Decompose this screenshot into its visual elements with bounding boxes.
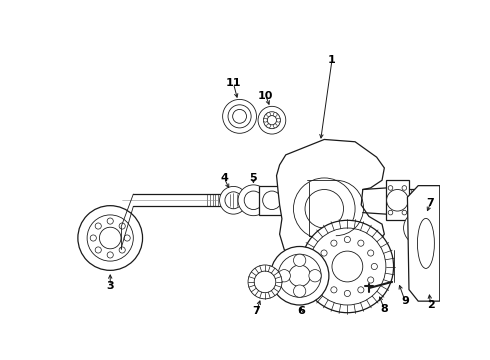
Circle shape bbox=[248, 265, 282, 299]
Circle shape bbox=[238, 185, 269, 216]
Text: 3: 3 bbox=[106, 281, 114, 291]
Circle shape bbox=[332, 251, 363, 282]
Circle shape bbox=[418, 234, 423, 239]
Text: 9: 9 bbox=[401, 296, 409, 306]
Circle shape bbox=[318, 264, 323, 270]
Circle shape bbox=[267, 124, 270, 128]
Circle shape bbox=[225, 192, 242, 209]
Circle shape bbox=[119, 247, 125, 253]
Circle shape bbox=[309, 228, 386, 305]
Text: 10: 10 bbox=[258, 91, 273, 100]
Circle shape bbox=[294, 254, 306, 266]
Circle shape bbox=[289, 265, 311, 287]
Circle shape bbox=[388, 210, 393, 215]
Text: 6: 6 bbox=[297, 306, 305, 316]
Circle shape bbox=[95, 223, 101, 229]
Circle shape bbox=[412, 220, 417, 224]
Circle shape bbox=[331, 240, 337, 246]
Circle shape bbox=[344, 291, 350, 297]
Circle shape bbox=[264, 112, 280, 129]
Circle shape bbox=[244, 191, 263, 210]
Circle shape bbox=[95, 247, 101, 253]
Circle shape bbox=[254, 271, 276, 293]
Text: 7: 7 bbox=[253, 306, 260, 316]
Circle shape bbox=[358, 287, 364, 293]
Text: 8: 8 bbox=[380, 304, 388, 314]
Bar bbox=[386, 180, 409, 220]
Circle shape bbox=[78, 206, 143, 270]
Circle shape bbox=[424, 220, 429, 224]
Circle shape bbox=[276, 118, 280, 122]
Circle shape bbox=[107, 218, 113, 224]
Circle shape bbox=[321, 250, 327, 256]
Text: 7: 7 bbox=[427, 198, 435, 208]
Circle shape bbox=[263, 191, 281, 210]
Polygon shape bbox=[276, 139, 384, 270]
Text: 4: 4 bbox=[220, 173, 228, 183]
Circle shape bbox=[264, 118, 268, 122]
Circle shape bbox=[387, 189, 408, 211]
Circle shape bbox=[404, 211, 438, 245]
Circle shape bbox=[415, 222, 427, 234]
Circle shape bbox=[331, 287, 337, 293]
Circle shape bbox=[228, 105, 251, 128]
Circle shape bbox=[273, 113, 277, 116]
Circle shape bbox=[368, 277, 374, 283]
Circle shape bbox=[424, 232, 429, 236]
Polygon shape bbox=[408, 186, 440, 301]
Text: 5: 5 bbox=[249, 173, 257, 183]
Circle shape bbox=[87, 215, 133, 261]
Circle shape bbox=[107, 252, 113, 258]
Circle shape bbox=[368, 250, 374, 256]
Circle shape bbox=[418, 217, 423, 222]
Circle shape bbox=[344, 237, 350, 243]
Circle shape bbox=[233, 109, 246, 123]
Circle shape bbox=[220, 186, 247, 214]
Circle shape bbox=[222, 99, 257, 133]
Circle shape bbox=[427, 226, 431, 230]
Circle shape bbox=[124, 235, 130, 241]
Circle shape bbox=[273, 124, 277, 128]
Circle shape bbox=[119, 223, 125, 229]
Circle shape bbox=[402, 186, 407, 190]
Circle shape bbox=[371, 264, 377, 270]
Text: 11: 11 bbox=[226, 78, 241, 88]
Circle shape bbox=[402, 210, 407, 215]
Circle shape bbox=[309, 270, 321, 282]
Circle shape bbox=[358, 240, 364, 246]
Circle shape bbox=[90, 235, 97, 241]
Circle shape bbox=[270, 247, 329, 305]
Circle shape bbox=[99, 227, 121, 249]
Circle shape bbox=[410, 217, 431, 239]
Circle shape bbox=[294, 285, 306, 297]
Text: 2: 2 bbox=[427, 300, 435, 310]
Circle shape bbox=[294, 178, 355, 239]
Circle shape bbox=[301, 220, 393, 313]
Circle shape bbox=[321, 277, 327, 283]
Text: 1: 1 bbox=[328, 55, 336, 65]
Bar bbox=[259, 186, 286, 215]
Circle shape bbox=[278, 270, 291, 282]
Circle shape bbox=[412, 232, 417, 236]
Circle shape bbox=[258, 106, 286, 134]
Circle shape bbox=[267, 113, 270, 116]
Circle shape bbox=[278, 254, 321, 297]
Circle shape bbox=[268, 116, 276, 125]
Ellipse shape bbox=[417, 219, 435, 269]
Circle shape bbox=[305, 189, 343, 228]
Circle shape bbox=[410, 226, 415, 230]
Circle shape bbox=[388, 186, 393, 190]
